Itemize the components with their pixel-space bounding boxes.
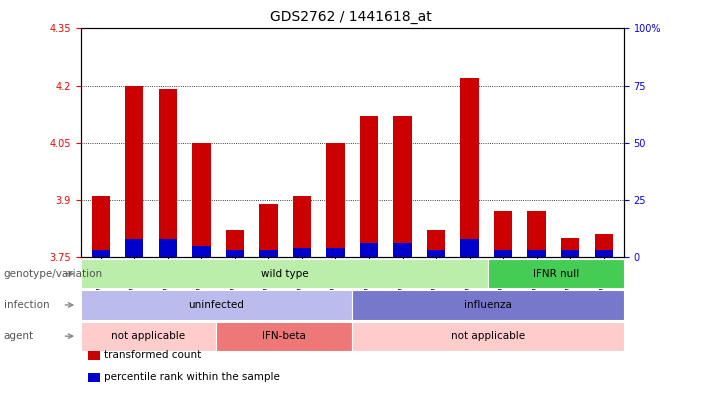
Bar <box>494 211 512 257</box>
Bar <box>92 250 110 257</box>
Bar <box>527 211 546 257</box>
Bar <box>594 250 613 257</box>
Text: IFNR null: IFNR null <box>533 269 579 279</box>
Bar <box>158 239 177 257</box>
Bar <box>125 85 144 257</box>
Bar <box>125 239 144 257</box>
Bar <box>360 116 379 257</box>
Bar <box>461 239 479 257</box>
Bar <box>293 196 311 257</box>
Text: transformed count: transformed count <box>104 350 201 360</box>
Bar <box>226 230 244 257</box>
Bar <box>158 90 177 257</box>
Text: GDS2762 / 1441618_at: GDS2762 / 1441618_at <box>270 10 431 24</box>
Bar <box>92 196 110 257</box>
Text: influenza: influenza <box>464 300 512 310</box>
Text: wild type: wild type <box>261 269 308 279</box>
Bar <box>360 243 379 257</box>
Text: uninfected: uninfected <box>189 300 245 310</box>
Text: not applicable: not applicable <box>111 331 186 341</box>
Text: agent: agent <box>4 331 34 341</box>
Bar <box>461 78 479 257</box>
Bar <box>594 234 613 257</box>
Bar <box>326 143 345 257</box>
Bar <box>527 250 546 257</box>
Bar <box>561 250 580 257</box>
Bar <box>427 230 445 257</box>
Bar <box>259 204 278 257</box>
Bar <box>192 246 210 257</box>
Bar <box>561 238 580 257</box>
Text: infection: infection <box>4 300 49 310</box>
Bar <box>494 250 512 257</box>
Bar <box>192 143 210 257</box>
Bar <box>259 250 278 257</box>
Text: IFN-beta: IFN-beta <box>262 331 306 341</box>
Bar <box>393 243 411 257</box>
Bar <box>393 116 411 257</box>
Text: not applicable: not applicable <box>451 331 525 341</box>
Text: percentile rank within the sample: percentile rank within the sample <box>104 372 280 382</box>
Bar <box>293 248 311 257</box>
Bar <box>226 250 244 257</box>
Text: genotype/variation: genotype/variation <box>4 269 102 279</box>
Bar <box>326 248 345 257</box>
Bar <box>427 250 445 257</box>
